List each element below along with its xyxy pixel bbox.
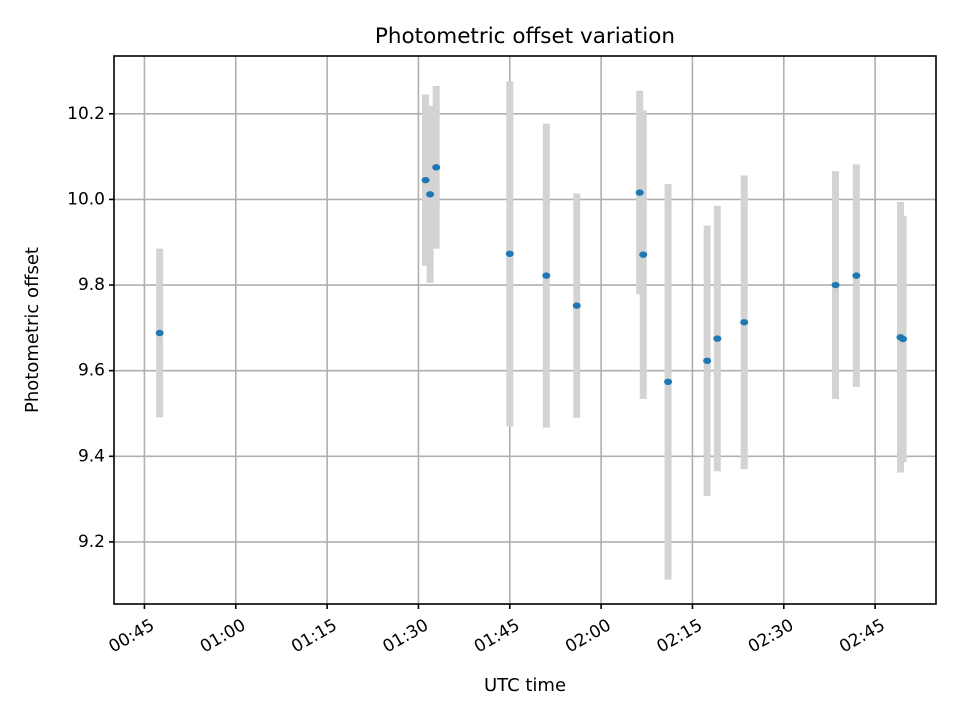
- grid-lines: [114, 56, 936, 604]
- y-tick-label: 9.6: [78, 361, 105, 381]
- data-point: [664, 378, 673, 386]
- y-axis-label: Photometric offset: [22, 247, 43, 413]
- data-point: [639, 251, 648, 258]
- y-tick-label: 9.4: [78, 446, 105, 466]
- data-point: [703, 357, 712, 365]
- data-point: [740, 319, 749, 326]
- x-axis-label: UTC time: [484, 675, 566, 696]
- y-tick-label: 10.2: [67, 104, 105, 124]
- data-point: [852, 272, 861, 279]
- data-point: [432, 164, 441, 171]
- data-point: [542, 272, 551, 279]
- data-point: [635, 189, 644, 196]
- data-point: [421, 176, 430, 184]
- chart-title: Photometric offset variation: [375, 24, 675, 49]
- data-point: [899, 335, 908, 343]
- y-tick-label: 10.0: [67, 189, 105, 209]
- data-point: [155, 329, 164, 337]
- data-point: [713, 335, 722, 342]
- y-tick-label: 9.8: [78, 275, 105, 295]
- plot-area-background: [114, 56, 936, 604]
- plot-frame: [113, 55, 937, 605]
- y-axis: 9.2 9.4 9.6 9.8 10.0 10.2: [67, 104, 114, 552]
- data-point: [572, 302, 581, 309]
- y-tick-label: 9.2: [78, 532, 105, 552]
- data-points: [155, 164, 908, 386]
- data-point: [831, 281, 840, 289]
- data-point: [426, 191, 435, 198]
- data-point: [505, 250, 514, 257]
